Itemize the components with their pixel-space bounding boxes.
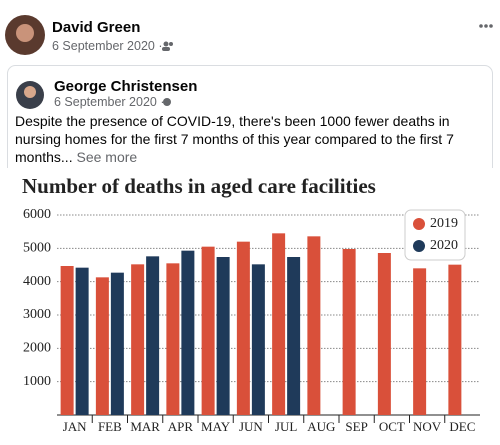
shared-border [7, 65, 493, 168]
more-menu[interactable] [479, 24, 493, 28]
y-tick-label: 4000 [23, 274, 51, 289]
x-tick-label: JUL [275, 419, 297, 434]
bar [307, 236, 321, 415]
legend-swatch [413, 240, 425, 252]
bar [60, 266, 74, 415]
bar [110, 272, 124, 415]
avatar-face [16, 24, 34, 42]
bar [95, 277, 109, 415]
bar [181, 250, 195, 415]
author[interactable]: David Green [52, 19, 141, 36]
text: Despite the presence of COVID-19, there'… [15, 113, 454, 165]
bar [448, 264, 462, 415]
bar [131, 264, 145, 415]
shared-date[interactable]: 6 September 2020 · [54, 95, 165, 109]
bar [287, 257, 301, 415]
date[interactable]: 6 September 2020 · [52, 39, 163, 53]
see-more[interactable]: See more [76, 149, 138, 165]
legend-label: 2019 [430, 216, 458, 231]
y-tick-label: 3000 [23, 307, 51, 322]
bar [272, 233, 286, 415]
bar [216, 257, 230, 415]
post-icons [5, 15, 493, 168]
bar [146, 256, 160, 415]
y-tick-label: 2000 [23, 341, 51, 356]
friends-icon [162, 41, 173, 51]
x-tick-label: OCT [379, 419, 405, 434]
shared-author[interactable]: George Christensen [54, 78, 198, 95]
legend-label: 2020 [430, 238, 458, 253]
chart: Number of deaths in aged care facilities… [22, 174, 480, 434]
bar [342, 249, 356, 415]
x-tick-label: JAN [63, 419, 87, 434]
x-tick-label: APR [168, 419, 194, 434]
bar [251, 264, 265, 415]
bar [413, 268, 427, 415]
x-tick-label: JUN [239, 419, 263, 434]
x-tick-label: NOV [413, 419, 442, 434]
x-tick-label: MAY [201, 419, 231, 434]
x-tick-label: AUG [307, 419, 335, 434]
chart-title: Number of deaths in aged care facilities [22, 174, 376, 198]
bar [201, 246, 215, 415]
settings-icon [163, 98, 171, 106]
x-tick-label: SEP [345, 419, 367, 434]
x-tick-label: MAR [130, 419, 160, 434]
shared-avatar-face [24, 86, 36, 98]
post-text: Despite the presence of COVID-19, there'… [15, 112, 485, 166]
y-tick-label: 1000 [23, 374, 51, 389]
legend-swatch [413, 218, 425, 230]
bar [75, 267, 89, 415]
y-tick-label: 6000 [23, 207, 51, 222]
x-tick-label: DEC [449, 419, 475, 434]
bar [236, 241, 250, 415]
y-tick-label: 5000 [23, 241, 51, 256]
x-tick-label: FEB [98, 419, 122, 434]
bar [377, 253, 391, 415]
bar [166, 263, 180, 415]
